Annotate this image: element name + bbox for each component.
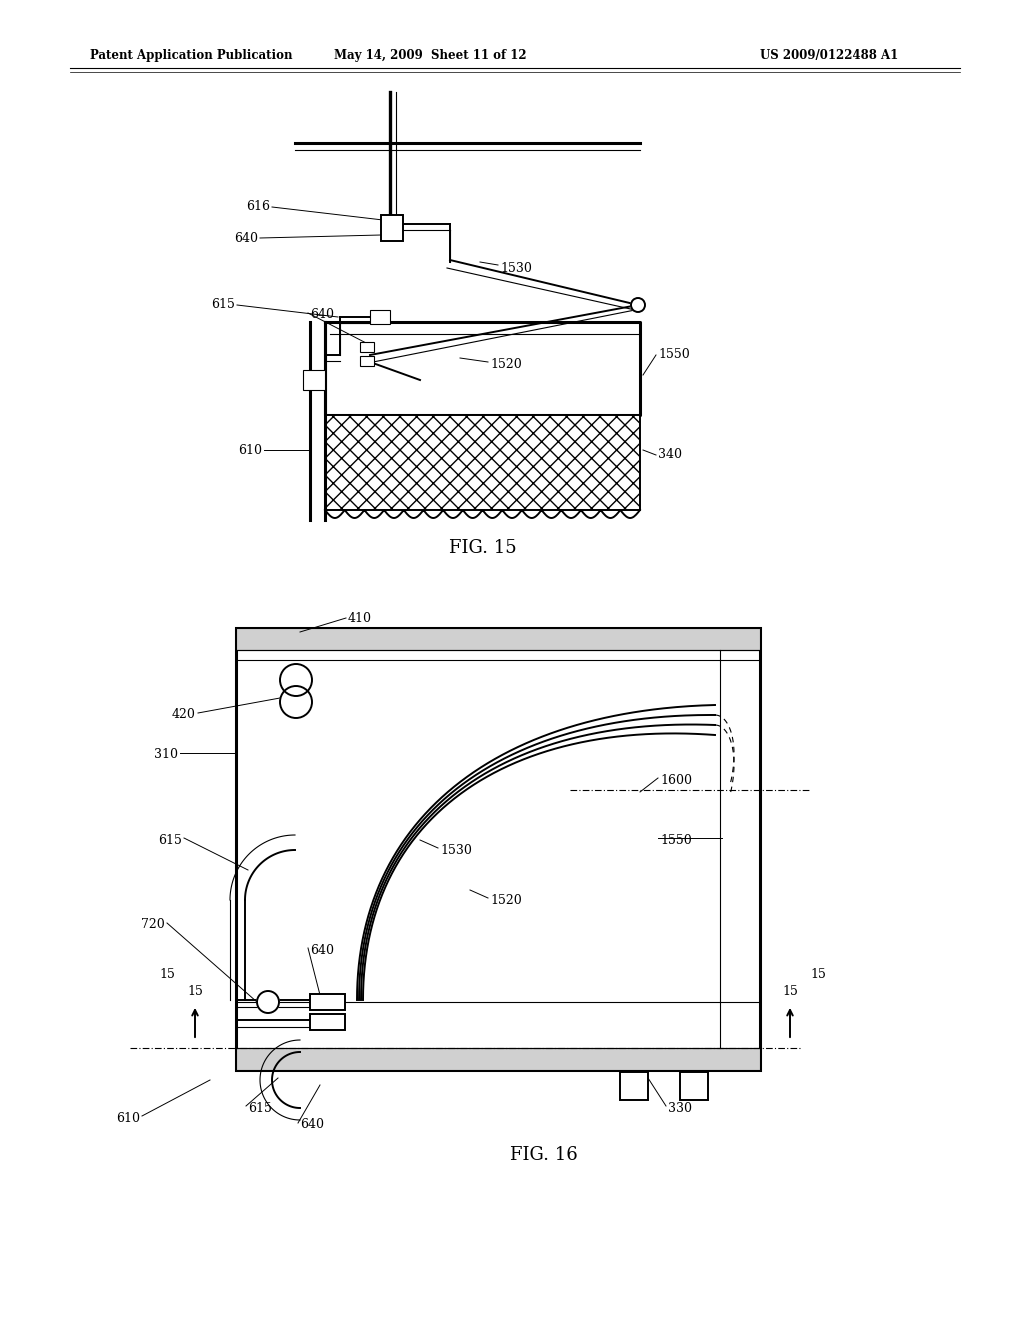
Text: FIG. 15: FIG. 15	[450, 539, 517, 557]
Bar	[325, 414, 640, 510]
Bar	[360, 356, 374, 366]
Text: US 2009/0122488 A1: US 2009/0122488 A1	[760, 49, 898, 62]
Text: 640: 640	[300, 1118, 324, 1131]
Text: 610: 610	[238, 444, 262, 457]
Text: 1530: 1530	[440, 843, 472, 857]
Bar	[370, 310, 390, 323]
Bar	[381, 215, 403, 242]
Text: FIG. 16: FIG. 16	[510, 1146, 578, 1164]
Circle shape	[631, 298, 645, 312]
Text: 1530: 1530	[500, 261, 531, 275]
Bar	[236, 1048, 760, 1071]
Bar	[360, 342, 374, 352]
Bar	[310, 1014, 345, 1030]
Bar	[303, 370, 325, 389]
Text: 15: 15	[159, 969, 175, 982]
Circle shape	[280, 664, 312, 696]
Text: 1600: 1600	[660, 774, 692, 787]
Text: 1550: 1550	[660, 833, 692, 846]
Text: 616: 616	[246, 201, 270, 214]
Text: 15: 15	[810, 969, 826, 982]
Text: 1520: 1520	[490, 359, 522, 371]
Text: 1550: 1550	[658, 348, 690, 362]
Text: 330: 330	[668, 1101, 692, 1114]
Circle shape	[280, 686, 312, 718]
Text: 1520: 1520	[490, 894, 522, 907]
Text: 310: 310	[154, 748, 178, 762]
Bar	[310, 994, 345, 1010]
Text: 420: 420	[172, 709, 196, 722]
Bar	[680, 1072, 708, 1100]
Text: 615: 615	[211, 298, 234, 312]
Text: Patent Application Publication: Patent Application Publication	[90, 49, 293, 62]
Circle shape	[257, 991, 279, 1012]
Text: 15: 15	[782, 985, 798, 998]
Bar	[236, 628, 760, 1071]
Bar	[620, 1072, 648, 1100]
Text: 340: 340	[658, 449, 682, 462]
Text: May 14, 2009  Sheet 11 of 12: May 14, 2009 Sheet 11 of 12	[334, 49, 526, 62]
Text: 410: 410	[348, 611, 372, 624]
Text: 615: 615	[158, 833, 182, 846]
Text: 610: 610	[116, 1111, 140, 1125]
Text: 640: 640	[234, 231, 258, 244]
Bar	[236, 628, 760, 649]
Text: 720: 720	[141, 919, 165, 932]
Text: 640: 640	[310, 944, 334, 957]
Text: 640: 640	[310, 309, 334, 322]
Text: 615: 615	[248, 1101, 272, 1114]
Text: 15: 15	[187, 985, 203, 998]
